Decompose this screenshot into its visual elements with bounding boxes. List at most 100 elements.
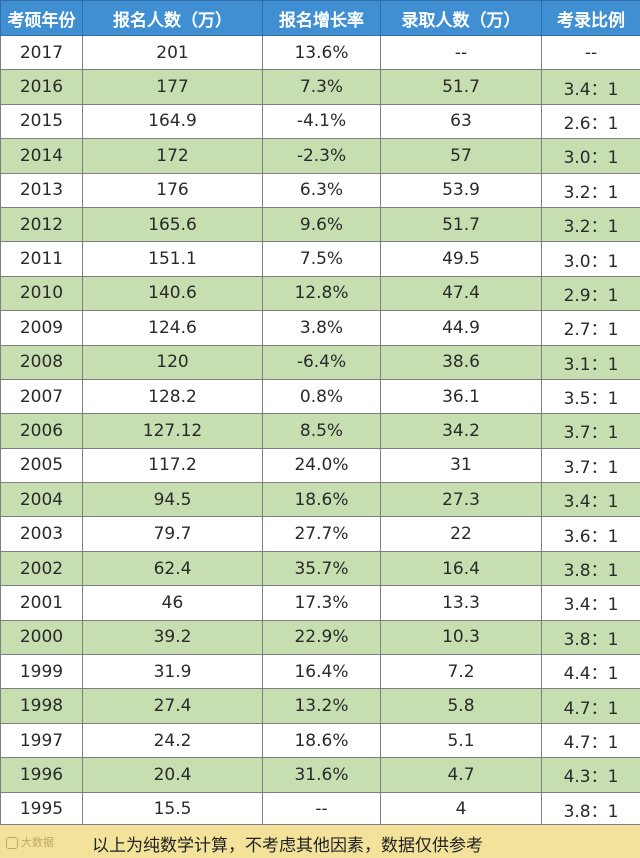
cell-ratio: 4.7：1 (541, 722, 640, 759)
cell-applicants: 120 (82, 344, 263, 380)
cell-ratio: 3.0：1 (541, 241, 640, 277)
cell-ratio: 2.6：1 (541, 103, 640, 140)
watermark: 大数据 (6, 834, 54, 850)
cell-year: 2012 (0, 206, 83, 243)
cell-year: 2006 (0, 413, 83, 449)
table-row: 2015 164.9 -4.1% 63 2.6：1 (0, 103, 640, 140)
cell-year: 2009 (0, 310, 83, 346)
cell-applicants: 46 (82, 585, 263, 621)
cell-growth-rate: 22.9% (262, 619, 381, 656)
table-row: 2011 151.1 7.5% 49.5 3.0：1 (0, 241, 640, 277)
cell-year: 2010 (0, 275, 83, 312)
cell-admitted: 49.5 (380, 241, 542, 277)
cell-growth-rate: 18.6% (262, 482, 381, 518)
cell-year: 2007 (0, 378, 83, 415)
cell-year: 2015 (0, 103, 83, 140)
cell-admitted: 38.6 (380, 344, 542, 380)
cell-growth-rate: 17.3% (262, 585, 381, 621)
cell-growth-rate: 0.8% (262, 378, 381, 415)
table-header-row: 考硕年份 报名人数（万） 报名增长率 录取人数（万） 考录比例 (0, 0, 640, 36)
table-row: 2017 201 13.6% -- -- (0, 34, 640, 71)
cell-applicants: 165.6 (82, 206, 263, 243)
table-row: 1995 15.5 -- 4 3.8：1 (0, 791, 640, 827)
cell-ratio: 3.7：1 (541, 413, 640, 449)
cell-ratio: -- (541, 34, 640, 71)
table-row: 2006 127.12 8.5% 34.2 3.7：1 (0, 413, 640, 449)
cell-applicants: 164.9 (82, 103, 263, 140)
cell-year: 2011 (0, 241, 83, 277)
cell-ratio: 4.4：1 (541, 654, 640, 690)
cell-ratio: 3.1：1 (541, 344, 640, 380)
cell-applicants: 15.5 (82, 791, 263, 827)
table-row: 1996 20.4 31.6% 4.7 4.3：1 (0, 757, 640, 793)
table-row: 2001 46 17.3% 13.3 3.4：1 (0, 585, 640, 621)
cell-growth-rate: 18.6% (262, 722, 381, 759)
cell-growth-rate: 24.0% (262, 447, 381, 484)
cell-admitted: 13.3 (380, 585, 542, 621)
cell-growth-rate: -4.1% (262, 103, 381, 140)
cell-applicants: 79.7 (82, 516, 263, 552)
cell-applicants: 127.12 (82, 413, 263, 449)
cell-growth-rate: -6.4% (262, 344, 381, 380)
cell-growth-rate: 31.6% (262, 757, 381, 793)
cell-applicants: 128.2 (82, 378, 263, 415)
cell-admitted: 7.2 (380, 654, 542, 690)
table-row: 2000 39.2 22.9% 10.3 3.8：1 (0, 619, 640, 656)
cell-ratio: 3.2：1 (541, 206, 640, 243)
table-row: 2005 117.2 24.0% 31 3.7：1 (0, 447, 640, 484)
cell-admitted: 4.7 (380, 757, 542, 793)
footer-note: 以上为纯数学计算，不考虑其他因素，数据仅供参考 (92, 836, 483, 856)
table-body: 2017 201 13.6% -- -- 2016 177 7.3% 51.7 3.4：1 2015… (0, 34, 640, 827)
cell-year: 2004 (0, 482, 83, 518)
cell-year: 2003 (0, 516, 83, 552)
cell-applicants: 31.9 (82, 654, 263, 690)
footer-note-bar: 大数据 以上为纯数学计算，不考虑其他因素，数据仅供参考 (0, 824, 640, 858)
table-row: 1997 24.2 18.6% 5.1 4.7：1 (0, 722, 640, 759)
cell-ratio: 3.8：1 (541, 550, 640, 587)
cell-admitted: 47.4 (380, 275, 542, 312)
cell-admitted: 51.7 (380, 206, 542, 243)
header-growth-rate: 报名增长率 (262, 0, 381, 36)
table-row: 2007 128.2 0.8% 36.1 3.5：1 (0, 378, 640, 415)
cell-applicants: 62.4 (82, 550, 263, 587)
cell-admitted: 34.2 (380, 413, 542, 449)
cell-applicants: 39.2 (82, 619, 263, 656)
watermark-icon (6, 837, 18, 849)
table-row: 1999 31.9 16.4% 7.2 4.4：1 (0, 654, 640, 690)
cell-year: 1999 (0, 654, 83, 690)
cell-growth-rate: 6.3% (262, 172, 381, 208)
cell-ratio: 3.0：1 (541, 138, 640, 174)
cell-admitted: 4 (380, 791, 542, 827)
cell-applicants: 124.6 (82, 310, 263, 346)
cell-ratio: 3.4：1 (541, 69, 640, 105)
cell-growth-rate: 3.8% (262, 310, 381, 346)
cell-year: 1998 (0, 688, 83, 724)
cell-growth-rate: 13.6% (262, 34, 381, 71)
cell-growth-rate: -2.3% (262, 138, 381, 174)
cell-admitted: 36.1 (380, 378, 542, 415)
cell-admitted: 53.9 (380, 172, 542, 208)
cell-growth-rate: 9.6% (262, 206, 381, 243)
admission-data-table: 考硕年份 报名人数（万） 报名增长率 录取人数（万） 考录比例 2017 201 1… (0, 0, 640, 827)
cell-admitted: 51.7 (380, 69, 542, 105)
cell-ratio: 3.8：1 (541, 619, 640, 656)
cell-year: 1995 (0, 791, 83, 827)
table-row: 2009 124.6 3.8% 44.9 2.7：1 (0, 310, 640, 346)
cell-year: 2017 (0, 34, 83, 71)
cell-applicants: 176 (82, 172, 263, 208)
cell-year: 2000 (0, 619, 83, 656)
cell-growth-rate: 7.3% (262, 69, 381, 105)
cell-year: 2014 (0, 138, 83, 174)
table-row: 1998 27.4 13.2% 5.8 4.7：1 (0, 688, 640, 724)
cell-ratio: 2.9：1 (541, 275, 640, 312)
cell-growth-rate: 12.8% (262, 275, 381, 312)
cell-applicants: 201 (82, 34, 263, 71)
table-row: 2016 177 7.3% 51.7 3.4：1 (0, 69, 640, 105)
table-row: 2010 140.6 12.8% 47.4 2.9：1 (0, 275, 640, 312)
cell-applicants: 172 (82, 138, 263, 174)
watermark-text: 大数据 (21, 836, 54, 849)
cell-admitted: 31 (380, 447, 542, 484)
cell-admitted: 44.9 (380, 310, 542, 346)
table-row: 2013 176 6.3% 53.9 3.2：1 (0, 172, 640, 208)
